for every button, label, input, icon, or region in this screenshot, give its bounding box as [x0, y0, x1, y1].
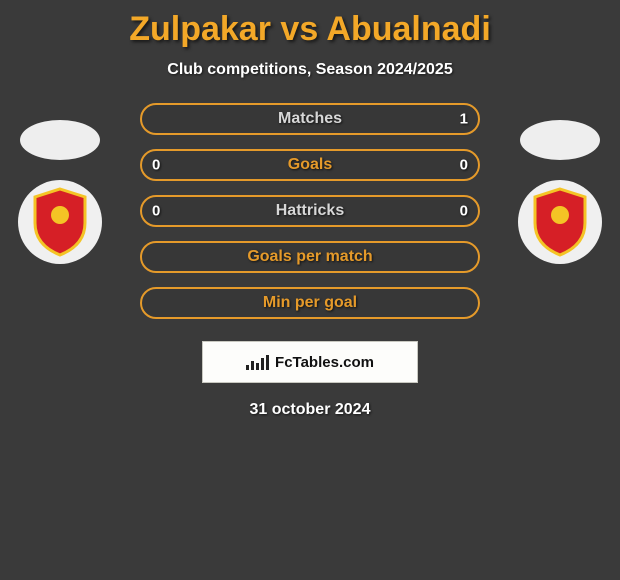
stats-table: Matches 1 0 Goals 0 0 Hattricks 0 Goals per matc… — [140, 103, 480, 319]
stat-value-left: 0 — [152, 203, 160, 220]
player1-club-crest — [18, 180, 102, 264]
shield-icon — [29, 187, 91, 257]
title-vs: vs — [280, 10, 318, 48]
stat-row: 0 Hattricks 0 — [140, 195, 480, 227]
stat-label: Hattricks — [276, 202, 344, 220]
stat-label: Matches — [278, 110, 342, 128]
stat-value-right: 0 — [460, 157, 468, 174]
stat-value-right: 0 — [460, 203, 468, 220]
stat-row: 0 Goals 0 — [140, 149, 480, 181]
shield-icon — [529, 187, 591, 257]
player2-avatar — [520, 120, 600, 160]
brand-text: FcTables.com — [275, 354, 374, 371]
stat-value-left: 0 — [152, 157, 160, 174]
stat-row: Goals per match — [140, 241, 480, 273]
stat-label: Goals — [288, 156, 332, 174]
brand-box: FcTables.com — [202, 341, 418, 383]
player2-club-crest — [518, 180, 602, 264]
date: 31 october 2024 — [0, 401, 620, 419]
stat-value-right: 1 — [460, 111, 468, 128]
bar-chart-icon — [246, 354, 269, 370]
player1-avatar — [20, 120, 100, 160]
title-player2: Abualnadi — [326, 10, 490, 48]
stat-label: Goals per match — [247, 248, 372, 266]
stat-label: Min per goal — [263, 294, 357, 312]
stat-row: Matches 1 — [140, 103, 480, 135]
stat-row: Min per goal — [140, 287, 480, 319]
subtitle: Club competitions, Season 2024/2025 — [0, 61, 620, 79]
page-title: Zulpakar vs Abualnadi — [0, 0, 620, 49]
title-player1: Zulpakar — [129, 10, 271, 48]
